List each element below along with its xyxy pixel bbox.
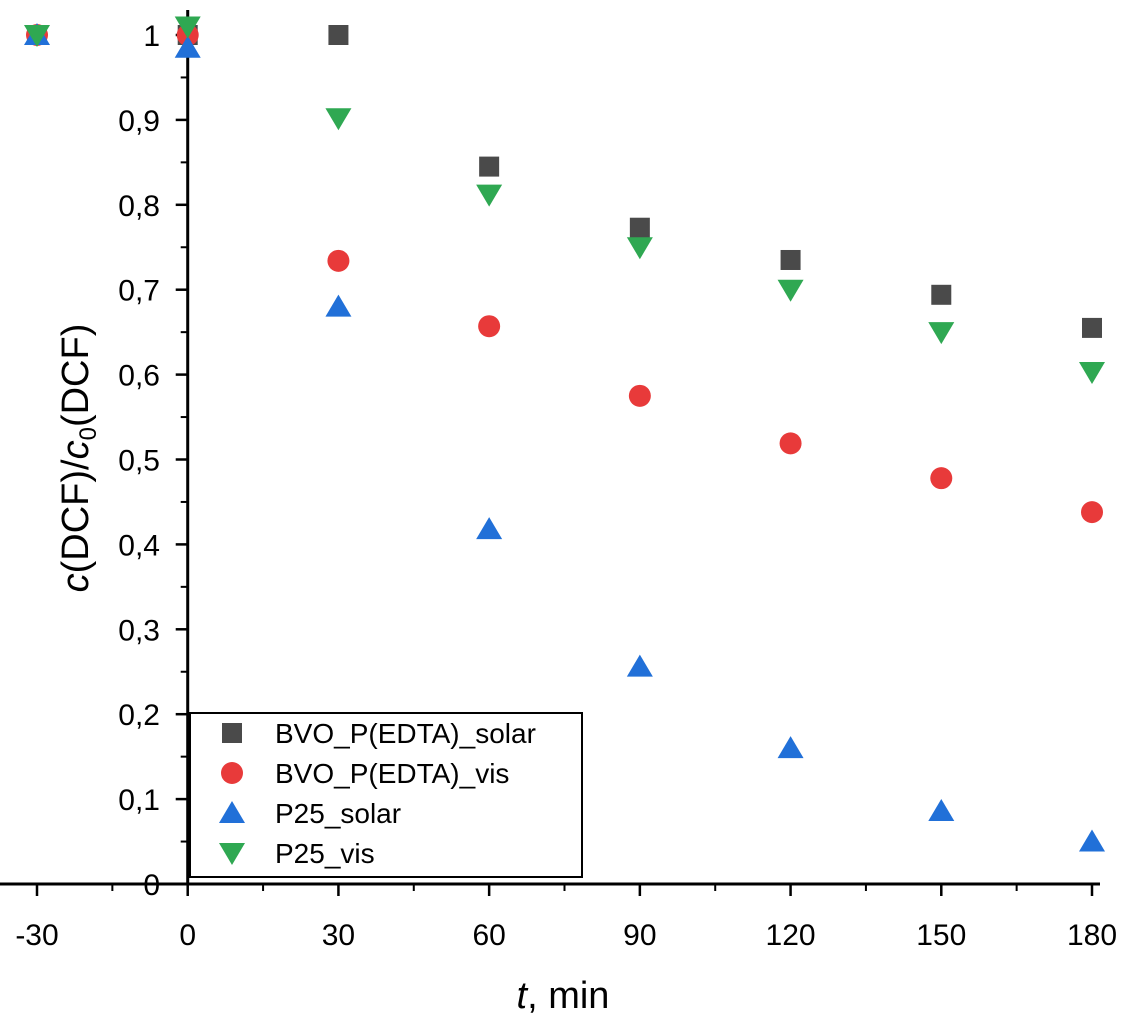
y-tick-label: 0,8 <box>118 190 160 223</box>
legend-label: P25_solar <box>275 798 401 829</box>
data-point <box>626 237 653 260</box>
y-tick-label: 0,3 <box>118 614 160 647</box>
data-point <box>779 432 802 455</box>
legend-entry: BVO_P(EDTA)_solar <box>222 718 536 749</box>
y-tick-label: 0,4 <box>118 529 160 562</box>
data-point <box>777 736 804 759</box>
x-tick-label: 120 <box>766 919 816 952</box>
data-point <box>174 16 201 39</box>
y-axis-ticks: 0 0,1 0,2 0,3 0,4 0,5 0,6 0,7 0,8 0,9 1 <box>118 20 188 902</box>
legend: BVO_P(EDTA)_solar BVO_P(EDTA)_vis P25_sola… <box>189 712 583 878</box>
data-point <box>928 798 955 821</box>
legend-marker <box>219 843 245 865</box>
data-point <box>325 294 352 317</box>
data-markers <box>24 16 1105 852</box>
legend-marker <box>221 762 243 784</box>
data-point <box>931 284 952 305</box>
data-point <box>928 322 955 345</box>
legend-marker <box>219 801 245 823</box>
data-point <box>479 156 500 177</box>
x-tick-label: 60 <box>472 919 505 952</box>
y-tick-label: 0,5 <box>118 445 160 478</box>
x-tick-label: 30 <box>322 919 355 952</box>
x-tick-label: 0 <box>179 919 196 952</box>
legend-entry: P25_solar <box>219 798 401 829</box>
legend-entry: BVO_P(EDTA)_vis <box>221 758 509 789</box>
y-tick-label: 0,6 <box>118 360 160 393</box>
data-point <box>1082 317 1102 338</box>
legend-label: BVO_P(EDTA)_solar <box>275 718 536 749</box>
y-tick-label: 0,1 <box>118 784 160 817</box>
y-tick-label: 0,2 <box>118 699 160 732</box>
data-point <box>174 35 201 58</box>
data-point <box>777 279 804 302</box>
y-tick-label: 0,7 <box>118 275 160 308</box>
data-point <box>1081 501 1103 524</box>
y-tick-label: 1 <box>143 20 160 53</box>
legend-label: BVO_P(EDTA)_vis <box>275 758 509 789</box>
data-point <box>626 654 653 677</box>
data-point <box>327 249 350 272</box>
data-point <box>24 25 50 47</box>
x-tick-label: 150 <box>916 919 966 952</box>
data-point <box>476 517 503 540</box>
x-tick-label: 180 <box>1067 919 1117 952</box>
data-point <box>930 467 953 490</box>
data-point <box>629 217 650 238</box>
series-3 <box>24 16 1105 385</box>
data-point <box>325 108 352 131</box>
data-point <box>1079 829 1105 852</box>
legend-box <box>189 712 583 878</box>
data-point <box>1079 362 1105 385</box>
legend-marker <box>222 723 242 743</box>
x-axis-ticks: -30 0 30 60 90 120 150 180 <box>15 884 1117 952</box>
legend-entry: P25_vis <box>219 838 375 869</box>
x-tick-label: 90 <box>623 919 656 952</box>
y-tick-label: 0,9 <box>118 105 160 138</box>
y-axis-title: c(DCF)/c0(DCF) <box>55 324 102 593</box>
data-point <box>476 184 503 207</box>
y-tick-label: 0 <box>143 869 160 902</box>
data-point <box>628 384 651 407</box>
data-point <box>328 25 349 45</box>
data-point <box>780 249 801 270</box>
legend-label: P25_vis <box>275 838 375 869</box>
data-point <box>478 315 501 338</box>
x-axis-title: t, min <box>517 975 610 1017</box>
x-tick-label: -30 <box>15 919 58 952</box>
